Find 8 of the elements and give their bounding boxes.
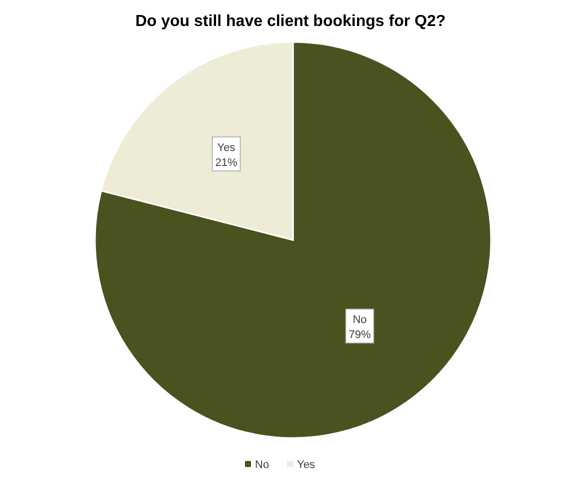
legend-label: No bbox=[255, 459, 270, 471]
data-label: 79% bbox=[348, 329, 371, 342]
data-label: 21% bbox=[215, 156, 238, 169]
slice-label: Yes bbox=[217, 142, 236, 154]
slice-label: No bbox=[352, 314, 367, 326]
chart-title: Do you still have client bookings for Q2? bbox=[135, 13, 446, 30]
legend-label: Yes bbox=[297, 459, 316, 471]
pie-slice bbox=[94, 41, 492, 439]
